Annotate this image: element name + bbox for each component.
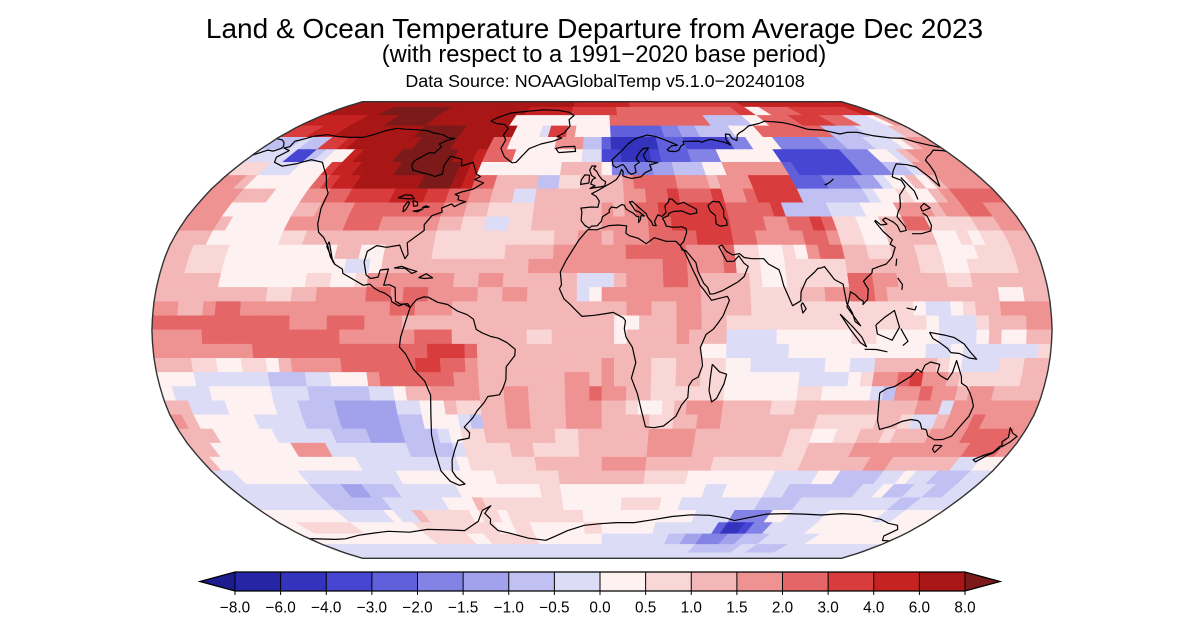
svg-text:−8.0: −8.0: [220, 600, 250, 617]
svg-text:2.0: 2.0: [772, 600, 793, 617]
svg-text:−3.0: −3.0: [357, 600, 387, 617]
svg-text:4.0: 4.0: [863, 600, 884, 617]
svg-text:6.0: 6.0: [909, 600, 930, 617]
svg-text:Land & Ocean Temperature Depar: Land & Ocean Temperature Departure from …: [206, 13, 983, 44]
svg-text:0.0: 0.0: [589, 600, 610, 617]
svg-text:−6.0: −6.0: [266, 600, 296, 617]
svg-text:1.5: 1.5: [726, 600, 747, 617]
svg-text:8.0: 8.0: [954, 600, 975, 617]
svg-text:(with respect to a 1991−2020 b: (with respect to a 1991−2020 base period…: [382, 42, 826, 68]
svg-text:3.0: 3.0: [817, 600, 838, 617]
svg-text:−2.0: −2.0: [402, 600, 432, 617]
svg-text:−1.5: −1.5: [448, 600, 478, 617]
svg-text:0.5: 0.5: [635, 600, 656, 617]
svg-text:−4.0: −4.0: [311, 600, 341, 617]
svg-text:Data Source: NOAAGlobalTemp v5: Data Source: NOAAGlobalTemp v5.1.0−20240…: [405, 71, 804, 91]
svg-text:1.0: 1.0: [681, 600, 702, 617]
svg-text:−1.0: −1.0: [494, 600, 524, 617]
svg-text:−0.5: −0.5: [539, 600, 569, 617]
